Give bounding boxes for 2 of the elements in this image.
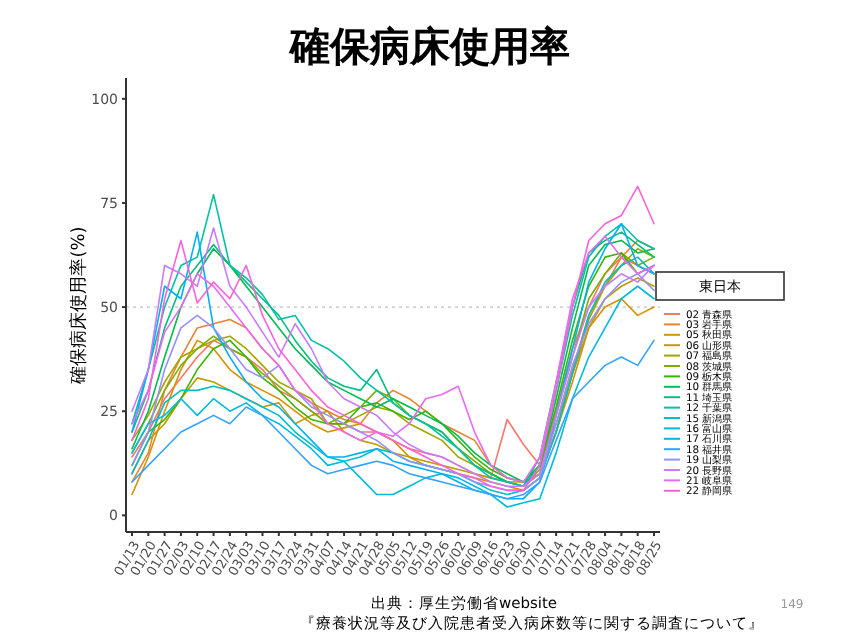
y-axis-title: 確保病床使用率(%) — [68, 226, 90, 386]
chart-title: 確保病床使用率 — [288, 22, 570, 70]
